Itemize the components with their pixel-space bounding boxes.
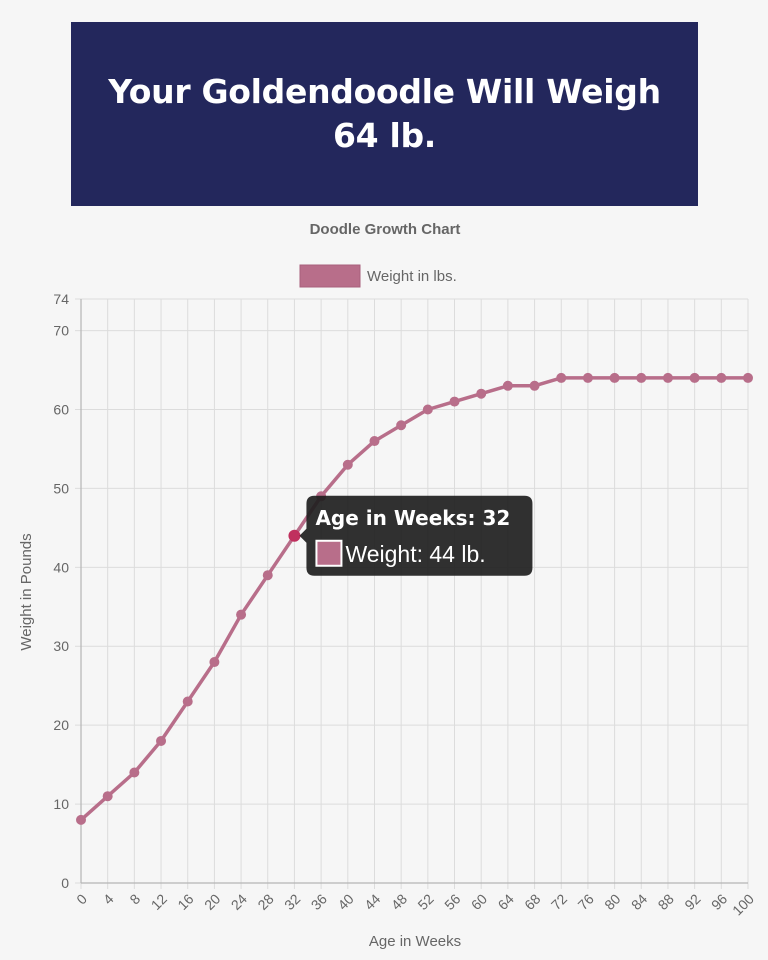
- x-tick-label: 80: [601, 890, 623, 912]
- y-tick-label: 50: [53, 480, 69, 496]
- data-point[interactable]: [422, 404, 433, 415]
- data-point[interactable]: [369, 436, 380, 447]
- x-tick-label: 88: [655, 890, 677, 912]
- legend[interactable]: Weight in lbs.: [299, 264, 457, 288]
- y-tick-labels: 0 10 20 30 40 50 60 70 74: [53, 291, 69, 891]
- x-tick-label: 60: [468, 890, 490, 912]
- data-point[interactable]: [743, 372, 753, 383]
- x-tick-label: 52: [414, 890, 436, 912]
- data-point[interactable]: [689, 372, 700, 383]
- y-axis-title: Weight in Pounds: [18, 533, 35, 650]
- data-point[interactable]: [609, 372, 620, 383]
- data-point[interactable]: [529, 380, 540, 391]
- x-tick-label: 32: [281, 890, 303, 912]
- tooltip: Age in Weeks: 32 Weight: 44 lb.: [299, 495, 533, 576]
- x-tick-label: 92: [681, 890, 703, 912]
- y-tick-label: 74: [53, 291, 69, 307]
- y-tick-label: 60: [53, 401, 69, 417]
- data-point[interactable]: [502, 380, 513, 391]
- data-point[interactable]: [262, 570, 273, 581]
- data-points: [76, 372, 753, 825]
- tooltip-box: [299, 495, 533, 576]
- data-point[interactable]: [209, 657, 220, 668]
- x-tick-label: 28: [254, 890, 276, 912]
- grid: [75, 298, 749, 889]
- data-point[interactable]: [556, 372, 567, 383]
- y-tick-label: 0: [61, 875, 69, 891]
- data-point[interactable]: [662, 372, 673, 383]
- x-tick-label: 36: [308, 890, 330, 912]
- data-point[interactable]: [582, 372, 593, 383]
- y-tick-label: 70: [53, 323, 69, 339]
- data-point[interactable]: [288, 529, 301, 542]
- x-axis-title: Age in Weeks: [369, 933, 461, 950]
- y-tick-label: 20: [53, 717, 69, 733]
- x-tick-label: 8: [126, 890, 143, 907]
- legend-label: Weight in lbs.: [367, 268, 457, 285]
- data-point[interactable]: [342, 459, 353, 470]
- data-point[interactable]: [396, 420, 407, 431]
- data-point[interactable]: [636, 372, 647, 383]
- x-tick-label: 84: [628, 890, 650, 912]
- x-tick-label: 4: [100, 890, 117, 907]
- x-tick-label: 76: [575, 890, 597, 912]
- data-point[interactable]: [76, 814, 86, 825]
- x-tick-label: 40: [334, 890, 356, 912]
- x-tick-label: 68: [521, 890, 543, 912]
- x-tick-label: 16: [174, 890, 196, 912]
- x-tick-label: 96: [708, 890, 730, 912]
- series-line: [79, 376, 748, 822]
- y-tick-label: 10: [53, 796, 69, 812]
- x-tick-label: 100: [729, 890, 757, 918]
- data-point[interactable]: [449, 396, 460, 407]
- x-tick-label: 72: [548, 890, 570, 912]
- y-tick-label: 40: [53, 559, 69, 575]
- x-tick-label: 12: [148, 890, 170, 912]
- axes: [80, 299, 748, 884]
- data-point[interactable]: [129, 767, 140, 778]
- result-banner: Your Goldendoodle Will Weigh 64 lb.: [71, 22, 698, 206]
- tooltip-title: Age in Weeks: 32: [315, 506, 510, 530]
- data-point[interactable]: [236, 609, 247, 620]
- x-tick-label: 24: [228, 890, 250, 912]
- data-point[interactable]: [182, 696, 193, 707]
- data-point[interactable]: [102, 791, 113, 802]
- chart-title: Doodle Growth Chart: [310, 221, 461, 238]
- growth-chart: Doodle Growth Chart Weight in lbs. 0 10 20…: [18, 221, 757, 950]
- tooltip-swatch: [315, 539, 343, 567]
- data-point[interactable]: [716, 372, 727, 383]
- data-point[interactable]: [476, 388, 487, 399]
- x-tick-labels: 0 4 8 12 16 20 24 28 32 36 40 44 48 52 56 60 64 68 72 76 80 8…: [73, 890, 757, 918]
- x-tick-label: 44: [361, 890, 383, 912]
- legend-swatch: [299, 264, 361, 288]
- data-point[interactable]: [156, 735, 167, 746]
- x-tick-label: 48: [388, 890, 410, 912]
- tooltip-body: Weight: 44 lb.: [345, 541, 485, 567]
- x-tick-label: 20: [201, 890, 223, 912]
- x-tick-label: 0: [73, 890, 90, 907]
- y-tick-label: 30: [53, 638, 69, 654]
- x-tick-label: 56: [441, 890, 463, 912]
- result-title: Your Goldendoodle Will Weigh 64 lb.: [108, 72, 661, 155]
- x-tick-label: 64: [495, 890, 517, 912]
